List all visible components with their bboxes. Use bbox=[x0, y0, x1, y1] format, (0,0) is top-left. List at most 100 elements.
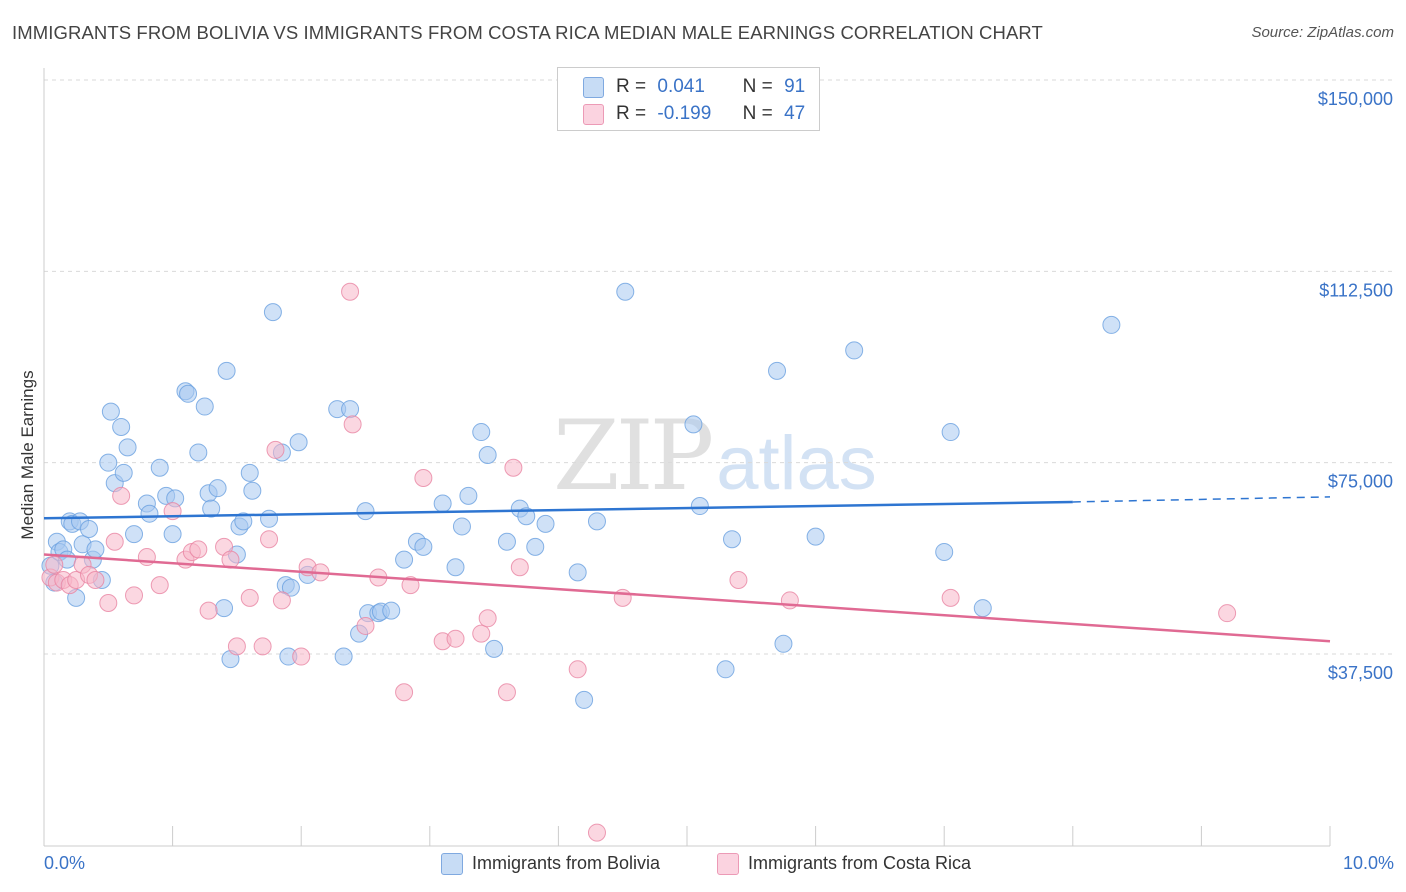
trendline-bolivia-extension bbox=[1072, 496, 1331, 503]
data-point-bolivia bbox=[690, 497, 709, 516]
data-point-bolivia bbox=[587, 512, 606, 531]
data-point-bolivia bbox=[281, 578, 300, 597]
trendline-costa-rica bbox=[43, 553, 1331, 643]
data-point-bolivia bbox=[101, 402, 120, 421]
data-point-bolivia bbox=[774, 634, 793, 653]
data-point-costa-rica bbox=[395, 683, 414, 702]
data-point-costa-rica bbox=[729, 571, 748, 590]
data-point-bolivia bbox=[446, 558, 465, 577]
data-point-bolivia bbox=[536, 514, 555, 533]
data-point-costa-rica bbox=[292, 647, 311, 666]
data-point-bolivia bbox=[684, 415, 703, 434]
trendline-bolivia bbox=[43, 500, 1073, 520]
data-point-bolivia bbox=[341, 400, 360, 419]
data-point-bolivia bbox=[114, 463, 133, 482]
data-point-bolivia bbox=[217, 361, 236, 380]
data-point-costa-rica bbox=[253, 637, 272, 656]
data-point-costa-rica bbox=[356, 616, 375, 635]
data-point-bolivia bbox=[433, 494, 452, 513]
bottom-legend-label-costa-rica: Immigrants from Costa Rica bbox=[748, 853, 972, 873]
x-tick-label-min: 0.0% bbox=[44, 853, 86, 873]
data-point-bolivia bbox=[356, 502, 375, 521]
data-point-costa-rica bbox=[266, 440, 285, 459]
data-point-bolivia bbox=[140, 504, 159, 523]
data-point-bolivia bbox=[935, 542, 954, 561]
data-point-bolivia bbox=[215, 599, 234, 618]
data-point-bolivia bbox=[334, 647, 353, 666]
data-point-costa-rica bbox=[240, 588, 259, 607]
data-point-costa-rica bbox=[105, 532, 124, 551]
data-point-costa-rica bbox=[272, 591, 291, 610]
data-point-costa-rica bbox=[227, 637, 246, 656]
data-point-costa-rica bbox=[472, 624, 491, 643]
data-point-bolivia bbox=[395, 550, 414, 569]
data-point-costa-rica bbox=[343, 415, 362, 434]
data-point-bolivia bbox=[723, 530, 742, 549]
data-point-costa-rica bbox=[86, 571, 105, 590]
data-point-bolivia bbox=[1102, 315, 1121, 334]
data-point-bolivia bbox=[716, 660, 735, 679]
correlation-legend: R = 0.041 N = 91 R = -0.199 N = 47 bbox=[557, 67, 820, 131]
data-point-costa-rica bbox=[941, 588, 960, 607]
data-point-bolivia bbox=[382, 601, 401, 620]
data-point-costa-rica bbox=[504, 458, 523, 477]
x-tick-label-max: 10.0% bbox=[1342, 853, 1394, 873]
data-point-bolivia bbox=[485, 639, 504, 658]
data-point-bolivia bbox=[472, 423, 491, 442]
legend-r-label: R = bbox=[616, 76, 647, 97]
data-point-bolivia bbox=[289, 433, 308, 452]
data-point-bolivia bbox=[189, 443, 208, 462]
data-point-bolivia bbox=[208, 479, 227, 498]
data-point-bolivia bbox=[240, 463, 259, 482]
data-point-bolivia bbox=[179, 384, 198, 403]
data-point-bolivia bbox=[768, 361, 787, 380]
data-point-bolivia bbox=[497, 532, 516, 551]
data-point-costa-rica bbox=[446, 629, 465, 648]
data-point-bolivia bbox=[973, 599, 992, 618]
data-point-bolivia bbox=[112, 417, 131, 436]
data-point-bolivia bbox=[526, 537, 545, 556]
data-point-costa-rica bbox=[401, 576, 420, 595]
data-point-bolivia bbox=[452, 517, 471, 536]
legend-n-value-bolivia: 91 bbox=[784, 76, 806, 97]
data-point-costa-rica bbox=[112, 486, 131, 505]
legend-r-label: R = bbox=[616, 103, 647, 124]
data-point-costa-rica bbox=[150, 576, 169, 595]
data-point-bolivia bbox=[243, 481, 262, 500]
y-tick-label: $75,000 bbox=[1328, 472, 1393, 492]
data-point-bolivia bbox=[150, 458, 169, 477]
y-tick-label: $150,000 bbox=[1318, 89, 1393, 109]
data-point-costa-rica bbox=[99, 593, 118, 612]
bottom-legend-swatch-bolivia bbox=[441, 853, 463, 875]
data-point-bolivia bbox=[517, 507, 536, 526]
data-point-costa-rica bbox=[478, 609, 497, 628]
data-point-bolivia bbox=[478, 446, 497, 465]
data-point-bolivia bbox=[575, 690, 594, 709]
watermark-atlas: atlas bbox=[716, 421, 877, 506]
data-point-costa-rica bbox=[45, 555, 64, 574]
bottom-legend-swatch-costa-rica bbox=[717, 853, 739, 875]
data-point-costa-rica bbox=[510, 558, 529, 577]
data-point-bolivia bbox=[806, 527, 825, 546]
legend-r-value-costa-rica: -0.199 bbox=[657, 103, 712, 124]
data-point-bolivia bbox=[80, 519, 99, 538]
data-point-costa-rica bbox=[260, 530, 279, 549]
chart-title: IMMIGRANTS FROM BOLIVIA VS IMMIGRANTS FR… bbox=[12, 22, 1043, 43]
data-point-costa-rica bbox=[189, 540, 208, 559]
data-point-costa-rica bbox=[199, 601, 218, 620]
data-point-costa-rica bbox=[497, 683, 516, 702]
data-point-bolivia bbox=[202, 499, 221, 518]
data-point-costa-rica bbox=[568, 660, 587, 679]
data-point-bolivia bbox=[163, 525, 182, 544]
y-tick-label: $37,500 bbox=[1328, 663, 1393, 683]
data-point-costa-rica bbox=[587, 823, 606, 842]
legend-swatch-costa-rica bbox=[583, 104, 604, 125]
data-point-bolivia bbox=[845, 341, 864, 360]
bottom-legend-label-bolivia: Immigrants from Bolivia bbox=[472, 853, 661, 873]
y-tick-label: $112,500 bbox=[1319, 280, 1393, 300]
legend-n-value-costa-rica: 47 bbox=[784, 103, 806, 124]
data-point-bolivia bbox=[263, 303, 282, 322]
data-point-bolivia bbox=[568, 563, 587, 582]
data-point-bolivia bbox=[414, 537, 433, 556]
